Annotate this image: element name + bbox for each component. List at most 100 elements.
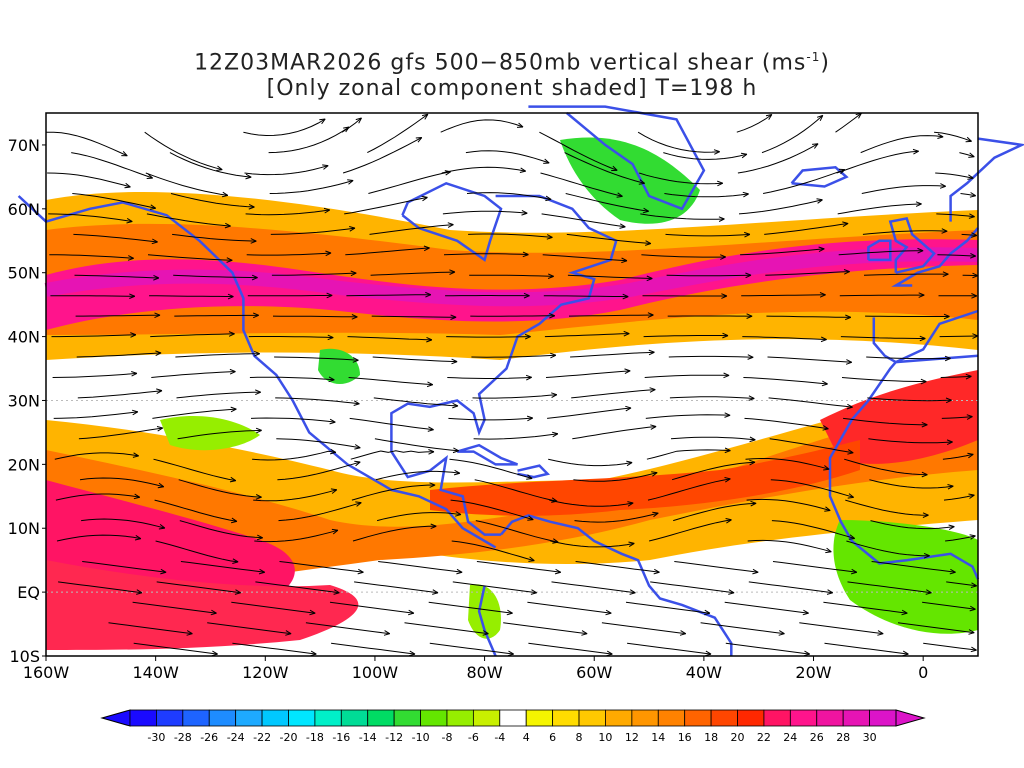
streamline bbox=[49, 254, 134, 259]
streamline-arrowhead bbox=[546, 234, 553, 240]
colorbar-segment bbox=[314, 709, 342, 727]
latitude-labels: 70N 60N 50N 40N 30N 20N 10N EQ 10S bbox=[8, 136, 46, 666]
streamline bbox=[945, 535, 976, 542]
shear-shading bbox=[44, 113, 979, 656]
streamline-arrowhead bbox=[228, 331, 235, 337]
streamline-arrowhead bbox=[516, 122, 524, 128]
colorbar-segment bbox=[235, 709, 263, 727]
streamline bbox=[551, 581, 636, 594]
streamline bbox=[73, 233, 158, 243]
streamline bbox=[252, 450, 336, 461]
streamline-arrowhead bbox=[920, 378, 927, 385]
coastline-segment bbox=[456, 443, 518, 466]
streamline-arrowhead bbox=[407, 609, 415, 616]
streamline bbox=[544, 333, 630, 338]
streamline-arrowhead bbox=[248, 203, 255, 210]
streamline bbox=[528, 642, 613, 655]
streamline bbox=[53, 411, 138, 419]
streamline-arrowhead bbox=[943, 313, 950, 320]
streamline bbox=[341, 117, 362, 133]
streamline-arrowhead bbox=[923, 552, 930, 559]
coastline-segment bbox=[872, 309, 979, 364]
lat-label-30N: 30N bbox=[8, 391, 40, 410]
streamline-arrowhead bbox=[423, 245, 430, 252]
streamline-arrowhead bbox=[748, 395, 755, 401]
lat-label-70N: 70N bbox=[8, 136, 40, 155]
streamline bbox=[937, 254, 976, 257]
streamline-arrowhead bbox=[646, 275, 653, 282]
streamline-arrowhead bbox=[744, 231, 751, 238]
streamline-arrowhead bbox=[971, 293, 978, 299]
streamline bbox=[272, 315, 358, 318]
streamline-arrowhead bbox=[186, 630, 193, 636]
streamline bbox=[428, 601, 513, 614]
colorbar-segment bbox=[208, 709, 237, 727]
streamline bbox=[173, 274, 258, 279]
streamline-arrowhead bbox=[383, 630, 391, 636]
streamline-arrowhead bbox=[845, 359, 853, 365]
streamline-arrowhead bbox=[725, 518, 732, 524]
streamline-arrowhead bbox=[912, 148, 919, 155]
streamline-arrowhead bbox=[319, 118, 326, 125]
streamline bbox=[549, 499, 634, 507]
colorbar-segment bbox=[525, 709, 554, 727]
streamline bbox=[155, 540, 239, 563]
streamline-arrowhead bbox=[965, 136, 972, 143]
streamline bbox=[764, 223, 849, 235]
streamline bbox=[844, 458, 928, 476]
streamline bbox=[742, 336, 827, 340]
streamline-arrowhead bbox=[622, 293, 629, 300]
streamline bbox=[55, 493, 140, 501]
coastline-segment bbox=[500, 514, 733, 656]
streamline-arrowhead bbox=[941, 228, 948, 234]
streamline-arrowhead bbox=[822, 425, 829, 431]
streamline-arrowhead bbox=[232, 558, 239, 564]
streamline-arrowhead bbox=[450, 314, 457, 320]
coastline-segment bbox=[477, 585, 497, 657]
streamline-arrowhead bbox=[970, 253, 977, 259]
streamline-arrowhead bbox=[821, 380, 828, 387]
streamline-arrowhead bbox=[724, 477, 731, 483]
streamline bbox=[74, 274, 159, 279]
streamline bbox=[946, 581, 977, 587]
streamline bbox=[347, 336, 432, 341]
streamline bbox=[372, 356, 458, 363]
streamline bbox=[747, 539, 832, 553]
streamline-arrowhead bbox=[256, 534, 263, 541]
streamline bbox=[761, 115, 824, 154]
streamline-arrowhead bbox=[915, 201, 922, 207]
streamline-arrowhead bbox=[679, 630, 687, 636]
streamline bbox=[78, 427, 163, 440]
streamline bbox=[376, 512, 462, 522]
streamline bbox=[81, 518, 165, 529]
colorbar-segment bbox=[499, 709, 527, 727]
streamline bbox=[348, 377, 433, 386]
streamline-arrowhead bbox=[352, 357, 359, 363]
streamline bbox=[149, 295, 234, 297]
streamline bbox=[75, 314, 161, 317]
streamline-arrowhead bbox=[845, 314, 852, 321]
streamline-arrowhead bbox=[421, 195, 428, 202]
streamline bbox=[862, 230, 948, 235]
title-line-2: [Only zonal component shaded] T=198 h bbox=[266, 76, 758, 102]
streamline-arrowhead bbox=[229, 476, 237, 483]
streamline bbox=[250, 417, 336, 423]
streamline-arrowhead bbox=[133, 493, 141, 500]
streamline-arrowhead bbox=[713, 149, 720, 155]
streamline bbox=[79, 477, 164, 488]
streamline bbox=[866, 356, 951, 360]
grid-lines bbox=[46, 399, 978, 593]
streamline bbox=[648, 519, 732, 542]
lon-label-160W: 160W bbox=[23, 663, 70, 682]
streamline-arrowhead bbox=[327, 334, 334, 341]
streamline-arrowhead bbox=[619, 223, 626, 229]
streamline-arrowhead bbox=[329, 448, 337, 455]
streamline-arrowhead bbox=[522, 251, 529, 258]
streamline-arrowhead bbox=[968, 152, 975, 158]
streamline-arrowhead bbox=[524, 333, 531, 340]
colorbar-label: -26 bbox=[200, 731, 218, 744]
colorbar-label: -22 bbox=[253, 731, 271, 744]
streamline-arrowhead bbox=[778, 630, 785, 636]
lat-label-20N: 20N bbox=[8, 455, 40, 474]
lon-label-140W: 140W bbox=[132, 663, 179, 682]
